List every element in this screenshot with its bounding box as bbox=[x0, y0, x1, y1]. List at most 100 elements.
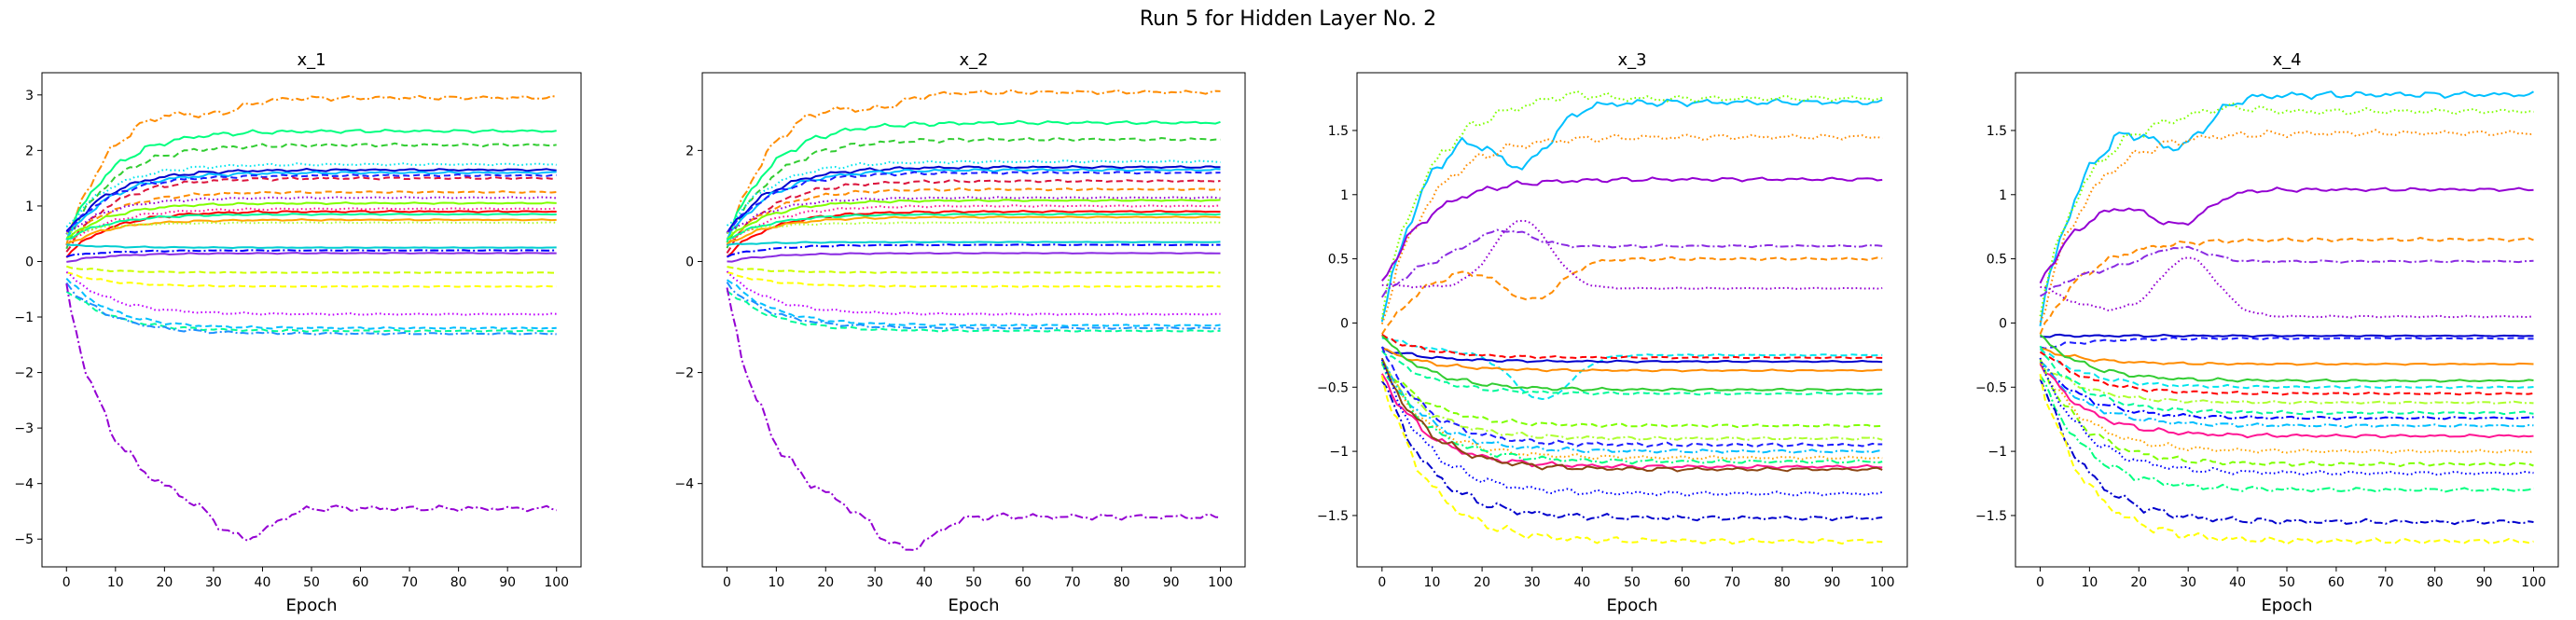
series-line-2 bbox=[2039, 102, 2534, 317]
x-tick-label: 30 bbox=[2180, 575, 2196, 590]
series-line-17 bbox=[2039, 361, 2534, 429]
series-line-6 bbox=[726, 168, 1221, 241]
series-line-19 bbox=[2039, 362, 2534, 454]
series-line-19 bbox=[66, 252, 557, 263]
series-line-15 bbox=[1380, 357, 1883, 441]
y-tick-label: 2 bbox=[25, 144, 34, 158]
x-tick-label: 40 bbox=[2229, 575, 2246, 590]
series-line-26 bbox=[65, 283, 557, 542]
subplot-grid: 0 10 20 30 40 50 60 70 80 90 100−5−4−3−2−10123x_1E… bbox=[14, 50, 2559, 615]
series-line-5 bbox=[65, 168, 557, 232]
series-line-14 bbox=[727, 213, 1221, 241]
series-line-20 bbox=[727, 266, 1221, 274]
y-tick-label: 0 bbox=[686, 255, 694, 269]
x-tick-label: 100 bbox=[1208, 575, 1233, 590]
series-line-18 bbox=[2039, 363, 2534, 439]
series-line-17 bbox=[1381, 362, 1883, 454]
series-line-11 bbox=[2039, 334, 2534, 383]
series-line-16 bbox=[1380, 346, 1883, 448]
series-line-1 bbox=[726, 89, 1221, 243]
series-line-12 bbox=[1381, 335, 1883, 393]
series-line-14 bbox=[1380, 361, 1883, 429]
y-tick-label: 1 bbox=[1340, 188, 1349, 203]
x-tick-label: 80 bbox=[450, 575, 467, 590]
series-line-10 bbox=[1381, 334, 1883, 360]
series-line-17 bbox=[66, 243, 557, 249]
series-line-5 bbox=[1380, 228, 1883, 298]
series-line-12 bbox=[726, 204, 1221, 246]
series-line-18 bbox=[66, 249, 557, 258]
x-tick-label: 60 bbox=[1674, 575, 1691, 590]
series-line-10 bbox=[65, 196, 557, 234]
y-tick-label: 0 bbox=[1340, 316, 1349, 331]
x-tick-label: 80 bbox=[2427, 575, 2444, 590]
series-line-23 bbox=[1380, 380, 1883, 522]
series-line-11 bbox=[726, 199, 1221, 241]
x-axis-label: Epoch bbox=[285, 596, 337, 615]
y-tick-label: 0.5 bbox=[1987, 253, 2007, 268]
x-tick-label: 70 bbox=[401, 575, 418, 590]
subplot-3: 0 10 20 30 40 50 60 70 80 90 100 −1.5 −1 −0.5 0 0.5 1 1.5… bbox=[1317, 50, 1908, 615]
series-group bbox=[726, 89, 1221, 551]
series-group bbox=[1380, 90, 1883, 545]
x-tick-label: 100 bbox=[2521, 575, 2546, 590]
subplot-2: 0 10 20 30 40 50 60 70 80 90 100 −4 −2 0 2 x_2 Epoch bbox=[674, 50, 1246, 615]
x-tick-label: 90 bbox=[1163, 575, 1180, 590]
series-line-2 bbox=[65, 129, 557, 241]
y-tick-label: 1 bbox=[25, 200, 34, 214]
y-tick-label: −1 bbox=[1329, 445, 1349, 460]
y-tick-label: −1.5 bbox=[1317, 509, 1349, 524]
x-axis-label: Epoch bbox=[948, 596, 999, 615]
x-tick-label: 10 bbox=[107, 575, 124, 590]
series-line-8 bbox=[2040, 333, 2534, 338]
series-line-3 bbox=[726, 136, 1221, 249]
y-tick-label: 1 bbox=[1999, 188, 2007, 203]
series-line-13 bbox=[2039, 351, 2534, 396]
series-line-16 bbox=[66, 221, 557, 235]
y-tick-label: −2 bbox=[674, 366, 694, 381]
series-line-16 bbox=[2039, 360, 2534, 420]
series-line-7 bbox=[1381, 219, 1883, 290]
y-tick-label: −0.5 bbox=[1975, 380, 2007, 395]
x-tick-label: 100 bbox=[1870, 575, 1895, 590]
figure-title: Run 5 for Hidden Layer No. 2 bbox=[1140, 7, 1436, 31]
x-tick-label: 100 bbox=[544, 575, 569, 590]
series-line-6 bbox=[2040, 245, 2534, 297]
series-line-6 bbox=[65, 171, 557, 241]
series-line-9 bbox=[726, 187, 1221, 245]
y-tick-label: −4 bbox=[674, 477, 694, 492]
series-line-23 bbox=[65, 278, 557, 330]
x-tick-label: 30 bbox=[1524, 575, 1541, 590]
series-line-5 bbox=[2039, 237, 2534, 335]
x-tick-label: 0 bbox=[1378, 575, 1386, 590]
x-tick-label: 90 bbox=[2476, 575, 2493, 590]
x-tick-label: 50 bbox=[303, 575, 320, 590]
y-tick-label: 3 bbox=[25, 89, 34, 103]
series-line-1 bbox=[1380, 98, 1883, 323]
series-line-11 bbox=[65, 201, 557, 240]
series-line-21 bbox=[2039, 357, 2534, 476]
x-tick-label: 0 bbox=[2036, 575, 2044, 590]
subplot-title: x_4 bbox=[2272, 50, 2301, 70]
series-line-4 bbox=[726, 159, 1221, 227]
x-tick-label: 60 bbox=[1015, 575, 1032, 590]
series-line-1 bbox=[2039, 90, 2534, 326]
x-tick-label: 20 bbox=[817, 575, 834, 590]
series-line-6 bbox=[1380, 255, 1883, 335]
x-tick-label: 80 bbox=[1774, 575, 1791, 590]
series-line-16 bbox=[727, 221, 1221, 234]
series-line-12 bbox=[2039, 348, 2534, 390]
series-line-22 bbox=[2039, 375, 2534, 493]
series-line-4 bbox=[65, 162, 557, 228]
series-line-21 bbox=[66, 271, 557, 288]
y-tick-label: −1 bbox=[14, 310, 34, 325]
x-tick-label: 70 bbox=[2377, 575, 2394, 590]
y-tick-label: −2 bbox=[14, 366, 34, 381]
series-line-3 bbox=[65, 142, 557, 250]
x-tick-label: 20 bbox=[1474, 575, 1490, 590]
series-line-15 bbox=[2039, 345, 2534, 416]
y-tick-label: 0 bbox=[1999, 316, 2007, 331]
series-line-17 bbox=[727, 241, 1221, 246]
subplot-4: 0 10 20 30 40 50 60 70 80 90 100 −1.5 −1 −0.5 0 0.5 1 1.5… bbox=[1975, 50, 2559, 615]
